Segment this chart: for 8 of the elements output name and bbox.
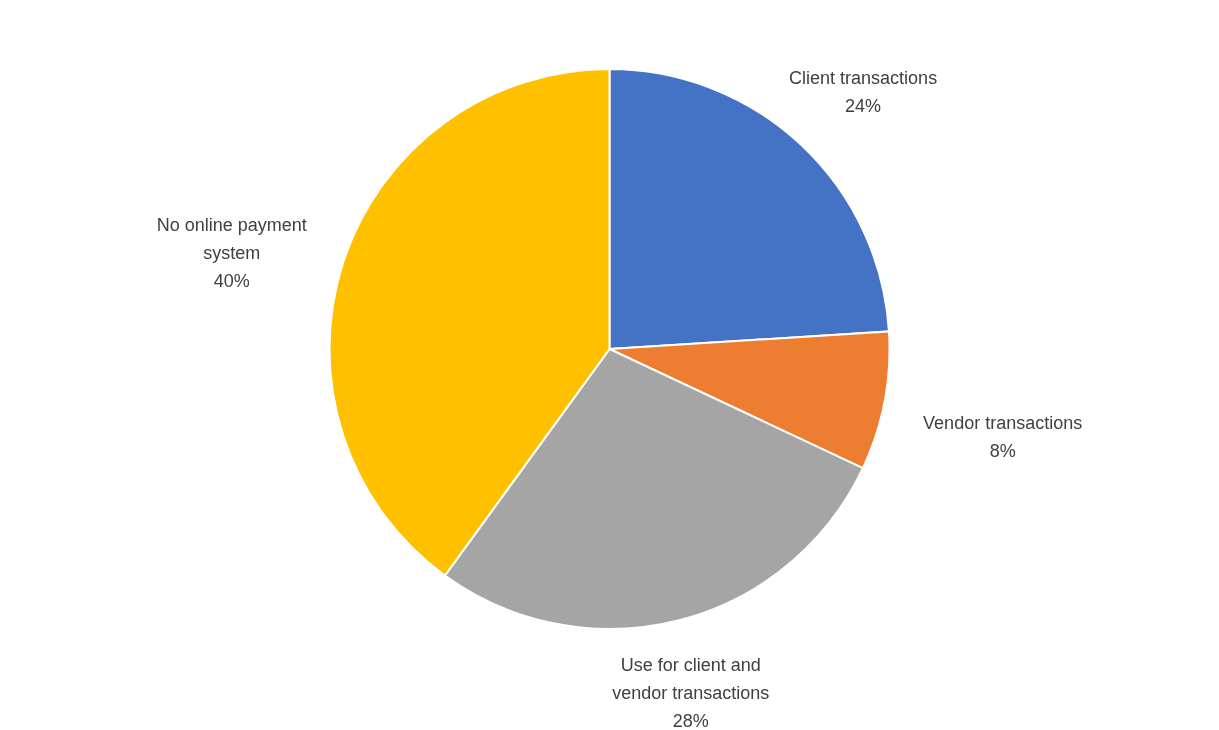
data-label: 8% bbox=[989, 441, 1016, 461]
data-label: 24% bbox=[845, 95, 882, 116]
slice-label: No online payment system bbox=[156, 215, 307, 264]
data-label: 28% bbox=[672, 710, 709, 730]
slice-label: Client transactions bbox=[789, 67, 938, 88]
slice-label: Vendor transactions bbox=[923, 413, 1083, 433]
slice-label: Use for client and vendor transactions bbox=[612, 654, 770, 703]
data-label: 40% bbox=[213, 271, 250, 292]
